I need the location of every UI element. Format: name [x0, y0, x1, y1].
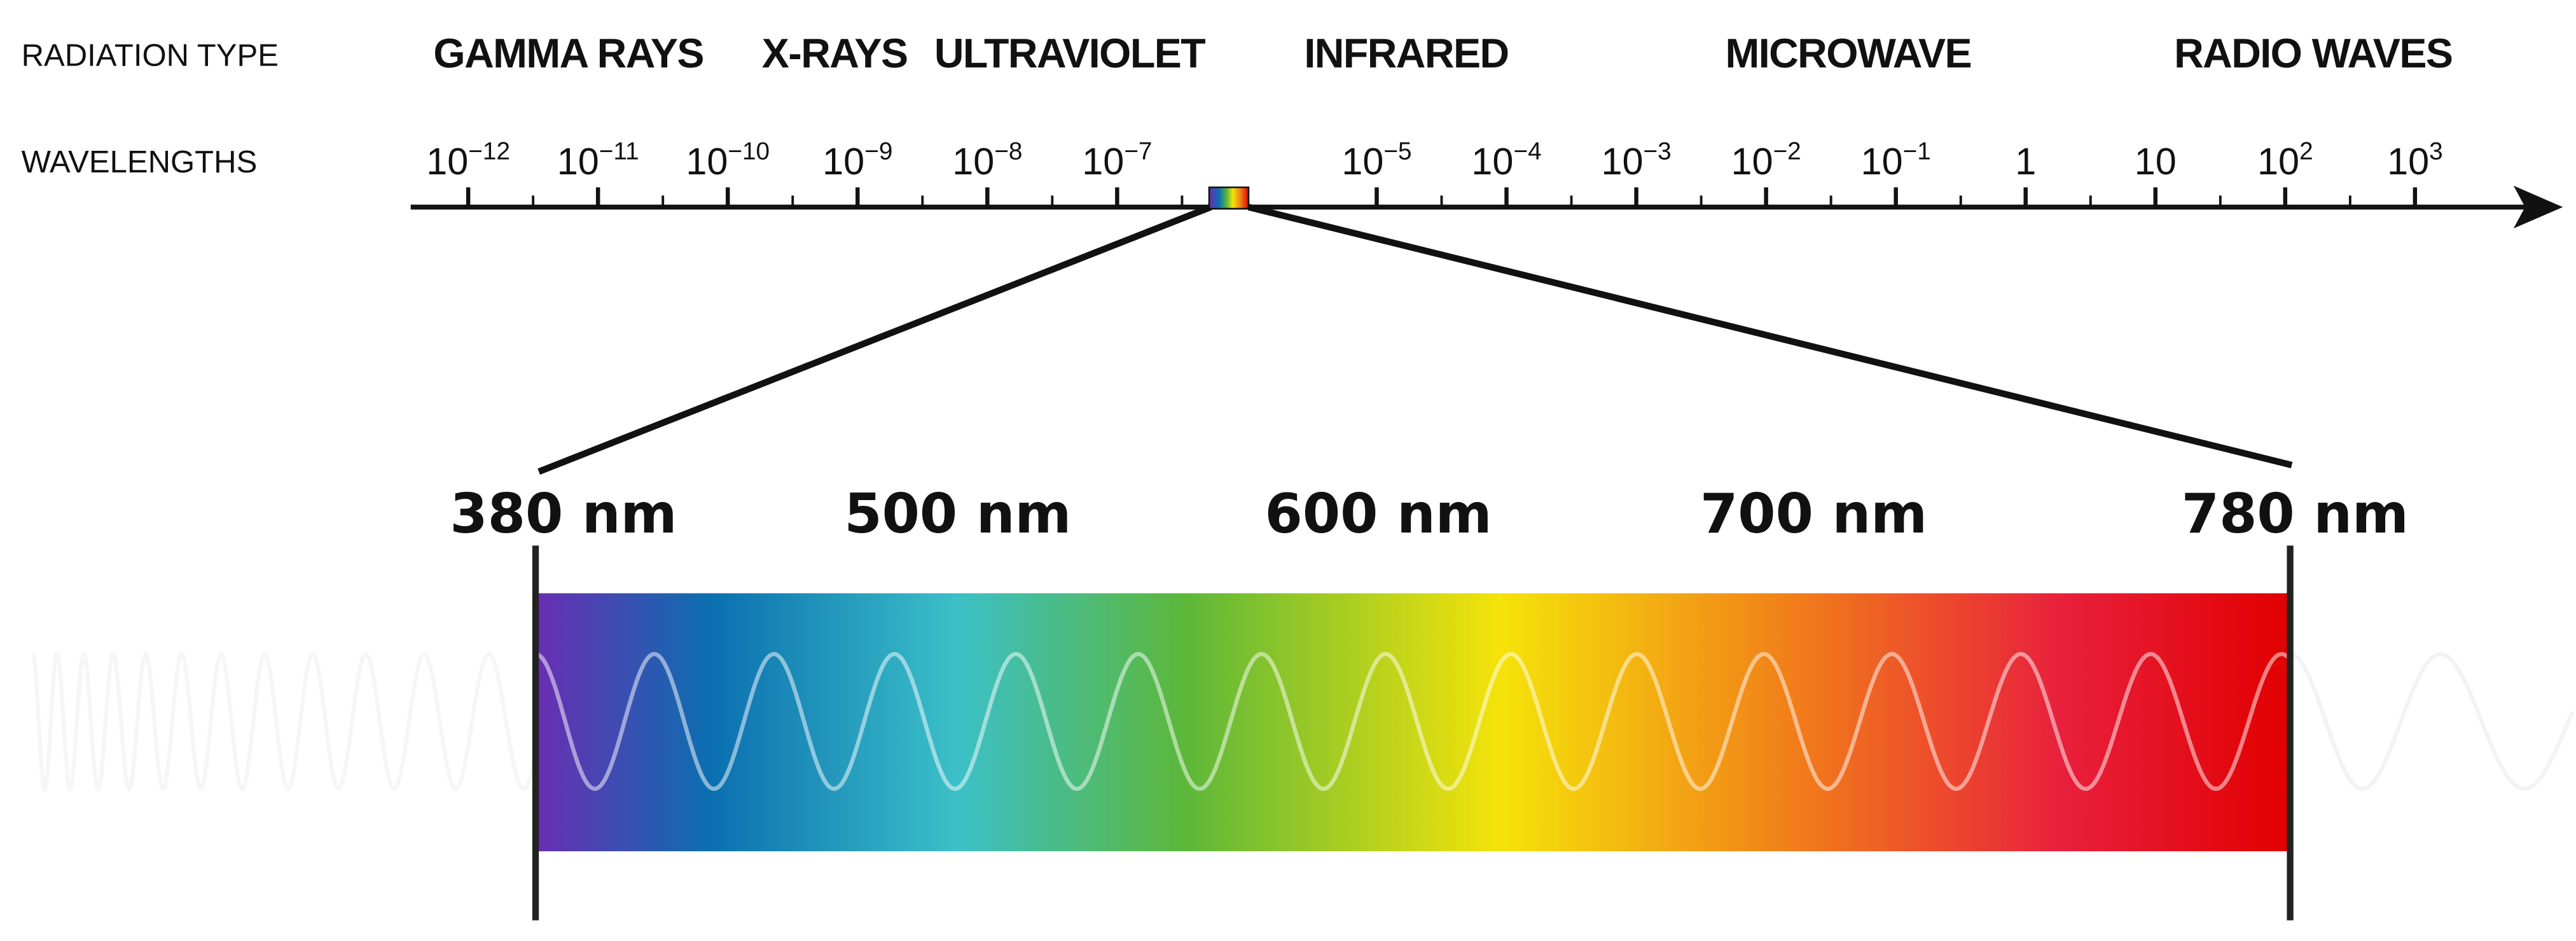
- wave-outside: [31, 650, 538, 792]
- tick-exponent: −7: [1124, 138, 1152, 165]
- visible-spectrum-bar: [536, 593, 2290, 851]
- tick-exponent: −4: [1513, 138, 1541, 165]
- tick-base: 10: [822, 140, 864, 183]
- tick-exponent: −2: [1773, 138, 1801, 165]
- wavelength-tick-label: 1: [2015, 140, 2036, 183]
- wavelength-tick-label: 10−3: [1601, 138, 1671, 183]
- tick-base: 10: [1601, 140, 1643, 183]
- nm-label: 780 nm: [2182, 483, 2409, 546]
- nm-label: 700 nm: [1700, 483, 1927, 546]
- tick-exponent: −9: [864, 138, 892, 165]
- tick-exponent: −1: [1903, 138, 1931, 165]
- radiation-type: GAMMA RAYS: [433, 31, 703, 76]
- wavelengths-label: WAVELENGTHS: [22, 145, 258, 179]
- wavelength-tick-label: 10−10: [686, 138, 770, 183]
- tick-exponent: 2: [2299, 138, 2313, 165]
- wavelength-tick-label: 103: [2387, 138, 2443, 183]
- wavelength-tick-label: 10: [2135, 140, 2177, 183]
- wavelength-tick-label: 10−5: [1341, 138, 1411, 183]
- tick-base: 10: [2135, 140, 2177, 183]
- tick-exponent: −10: [728, 138, 770, 165]
- tick-base: 10: [2257, 140, 2299, 183]
- tick-base: 10: [1861, 140, 1903, 183]
- wavelength-tick-label: 10−11: [557, 138, 639, 183]
- tick-base: 10: [557, 140, 599, 183]
- nm-label: 380 nm: [450, 483, 677, 546]
- tick-exponent: −5: [1383, 138, 1411, 165]
- tick-exponent: 3: [2429, 138, 2443, 165]
- tick-base: 10: [686, 140, 728, 183]
- tick-exponent: −12: [468, 138, 510, 165]
- axis-arrow: [2513, 185, 2563, 229]
- tick-exponent: −3: [1644, 138, 1672, 165]
- zoom-line: [1247, 204, 2293, 468]
- wavelength-tick-label: 10−8: [952, 138, 1022, 183]
- tick-base: 10: [1082, 140, 1124, 183]
- nm-label: 500 nm: [844, 483, 1071, 546]
- radiation-type: MICROWAVE: [1725, 31, 1971, 76]
- visible-band-marker: [1208, 186, 1250, 210]
- radiation-type: RADIO WAVES: [2174, 31, 2452, 76]
- tick-base: 10: [426, 140, 468, 183]
- tick-base: 1: [2015, 140, 2036, 183]
- wavelength-tick-label: 10−4: [1471, 138, 1541, 183]
- radiation-type-label: RADIATION TYPE: [22, 38, 279, 73]
- radiation-type: X-RAYS: [762, 31, 908, 76]
- tick-exponent: −8: [994, 138, 1022, 165]
- wavelength-tick-label: 10−2: [1731, 138, 1801, 183]
- wavelength-tick-label: 10−7: [1082, 138, 1152, 183]
- wavelength-tick-label: 102: [2257, 138, 2313, 183]
- wavelength-tick-label: 10−1: [1861, 138, 1931, 183]
- wave-outside: [2290, 652, 2575, 791]
- wave: [536, 652, 2292, 791]
- tick-base: 10: [1471, 140, 1513, 183]
- zoom-line: [537, 204, 1212, 475]
- tick-exponent: −11: [599, 138, 639, 165]
- tick-base: 10: [1341, 140, 1383, 183]
- tick-base: 10: [952, 140, 994, 183]
- tick-base: 10: [1731, 140, 1773, 183]
- tick-base: 10: [2387, 140, 2429, 183]
- wavelength-tick-label: 10−9: [822, 138, 892, 183]
- wavelength-tick-label: 10−12: [426, 138, 510, 183]
- nm-label: 600 nm: [1265, 483, 1492, 546]
- radiation-type: INFRARED: [1304, 31, 1508, 76]
- radiation-type: ULTRAVIOLET: [934, 31, 1205, 76]
